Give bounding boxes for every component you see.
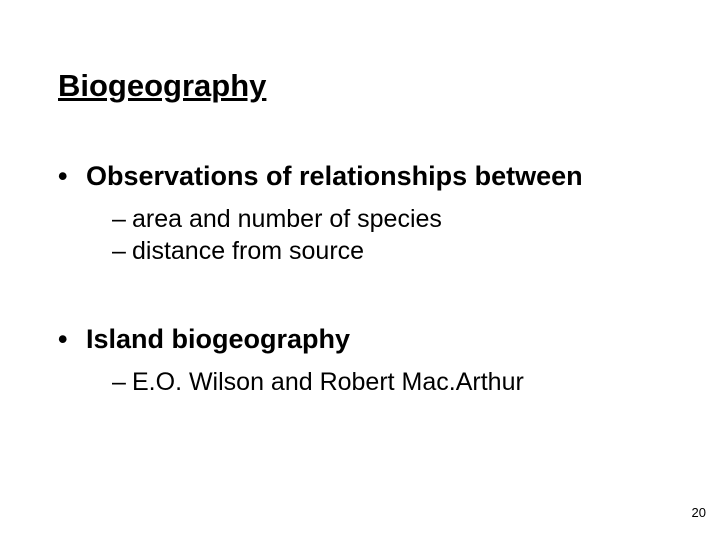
bullet-item: • Observations of relationships between bbox=[58, 160, 662, 192]
spacer bbox=[58, 267, 662, 323]
dash-icon: – bbox=[112, 204, 132, 235]
dash-icon: – bbox=[112, 367, 132, 398]
sub-text: area and number of species bbox=[132, 204, 442, 235]
slide: Biogeography • Observations of relations… bbox=[0, 0, 720, 540]
sub-item: – distance from source bbox=[112, 236, 662, 267]
sub-text: distance from source bbox=[132, 236, 364, 267]
sub-item: – E.O. Wilson and Robert Mac.Arthur bbox=[112, 367, 662, 398]
bullet-item: • Island biogeography bbox=[58, 323, 662, 355]
sub-item: – area and number of species bbox=[112, 204, 662, 235]
slide-title: Biogeography bbox=[58, 68, 662, 104]
bullet-text: Observations of relationships between bbox=[86, 160, 583, 192]
sub-text: E.O. Wilson and Robert Mac.Arthur bbox=[132, 367, 524, 398]
bullet-text: Island biogeography bbox=[86, 323, 350, 355]
page-number: 20 bbox=[692, 505, 706, 520]
bullet-icon: • bbox=[58, 160, 86, 192]
bullet-icon: • bbox=[58, 323, 86, 355]
dash-icon: – bbox=[112, 236, 132, 267]
